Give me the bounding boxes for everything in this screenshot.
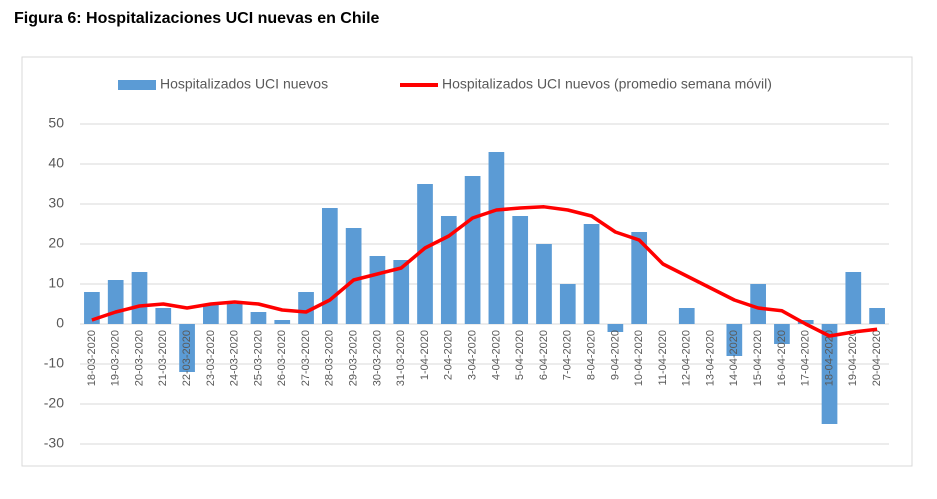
bar — [107, 280, 124, 324]
x-tick-label: 10-04-2020 — [633, 330, 645, 386]
bar — [393, 260, 410, 324]
x-tick-label: 8-04-2020 — [585, 330, 597, 380]
chart-border — [21, 56, 913, 467]
y-tick-label: 0 — [56, 315, 64, 331]
bar — [512, 216, 529, 324]
bar — [464, 176, 481, 324]
x-tick-label: 25-03-2020 — [252, 330, 264, 386]
x-tick-label: 27-03-2020 — [300, 330, 312, 386]
x-tick-label: 21-03-2020 — [157, 330, 169, 386]
x-tick-label: 23-03-2020 — [205, 330, 217, 386]
legend-label: Hospitalizados UCI nuevos (promedio sema… — [442, 76, 772, 92]
y-tick-label: 30 — [48, 195, 64, 211]
bar — [726, 324, 743, 356]
bar — [321, 208, 338, 324]
bar — [488, 152, 505, 324]
x-tick-label: 12-04-2020 — [681, 330, 693, 386]
x-tick-label: 20-04-2020 — [871, 330, 883, 386]
y-tick-label: 50 — [48, 115, 64, 131]
bar — [750, 284, 766, 324]
legend-swatch — [118, 80, 156, 90]
bar — [678, 308, 695, 324]
x-tick-label: 6-04-2020 — [538, 330, 550, 380]
x-tick-label: 1-04-2020 — [419, 330, 431, 380]
bar — [631, 232, 648, 324]
bar — [583, 224, 600, 324]
x-tick-label: 19-04-2020 — [847, 330, 859, 386]
bar — [845, 272, 862, 324]
x-tick-label: 14-04-2020 — [728, 330, 740, 386]
y-tick-label: 20 — [48, 235, 64, 251]
bar — [607, 324, 624, 332]
y-tick-label: -10 — [44, 355, 64, 371]
x-tick-label: 3-04-2020 — [467, 330, 479, 380]
y-tick-label: -20 — [44, 395, 64, 411]
x-tick-label: 24-03-2020 — [229, 330, 241, 386]
y-tick-label: -30 — [44, 435, 64, 451]
x-tick-label: 19-03-2020 — [110, 330, 122, 386]
bar — [774, 324, 790, 344]
line — [91, 205, 878, 338]
bar — [345, 228, 362, 324]
x-tick-label: 18-03-2020 — [86, 330, 98, 386]
bar — [203, 304, 219, 324]
bar — [131, 272, 148, 324]
bar — [226, 304, 243, 324]
bar — [84, 292, 100, 324]
x-tick-label: 28-03-2020 — [324, 330, 336, 386]
x-tick-label: 11-04-2020 — [657, 330, 669, 385]
bar — [298, 292, 314, 324]
x-tick-label: 15-04-2020 — [752, 330, 764, 386]
bar — [155, 308, 172, 324]
bar — [274, 320, 291, 324]
legend-label: Hospitalizados UCI nuevos — [160, 76, 328, 92]
x-tick-label: 22-03-2020 — [181, 330, 193, 386]
x-tick-label: 18-04-2020 — [823, 330, 835, 386]
x-tick-label: 29-03-2020 — [348, 330, 360, 386]
x-tick-label: 20-03-2020 — [133, 330, 145, 386]
bar — [559, 284, 576, 324]
x-tick-label: 7-04-2020 — [562, 330, 574, 380]
x-tick-label: 13-04-2020 — [704, 330, 716, 386]
bar — [417, 184, 433, 324]
x-tick-label: 4-04-2020 — [490, 330, 502, 380]
bar — [179, 324, 195, 372]
bar — [821, 324, 838, 424]
bar — [440, 216, 457, 324]
x-tick-label: 26-03-2020 — [276, 330, 288, 386]
bar — [536, 244, 552, 324]
y-tick-label: 40 — [48, 155, 64, 171]
x-tick-label: 17-04-2020 — [800, 330, 812, 386]
bar — [250, 312, 267, 324]
bar — [369, 256, 386, 324]
x-tick-label: 5-04-2020 — [514, 330, 526, 380]
x-tick-label: 31-03-2020 — [395, 330, 407, 386]
y-tick-label: 10 — [48, 275, 64, 291]
chart-title: Figura 6: Hospitalizaciones UCI nuevas e… — [14, 10, 380, 27]
x-tick-label: 30-03-2020 — [371, 330, 383, 386]
x-tick-label: 2-04-2020 — [443, 330, 455, 380]
x-tick-label: 16-04-2020 — [776, 330, 788, 386]
bar — [869, 308, 885, 324]
x-tick-label: 9-04-2020 — [609, 330, 621, 380]
